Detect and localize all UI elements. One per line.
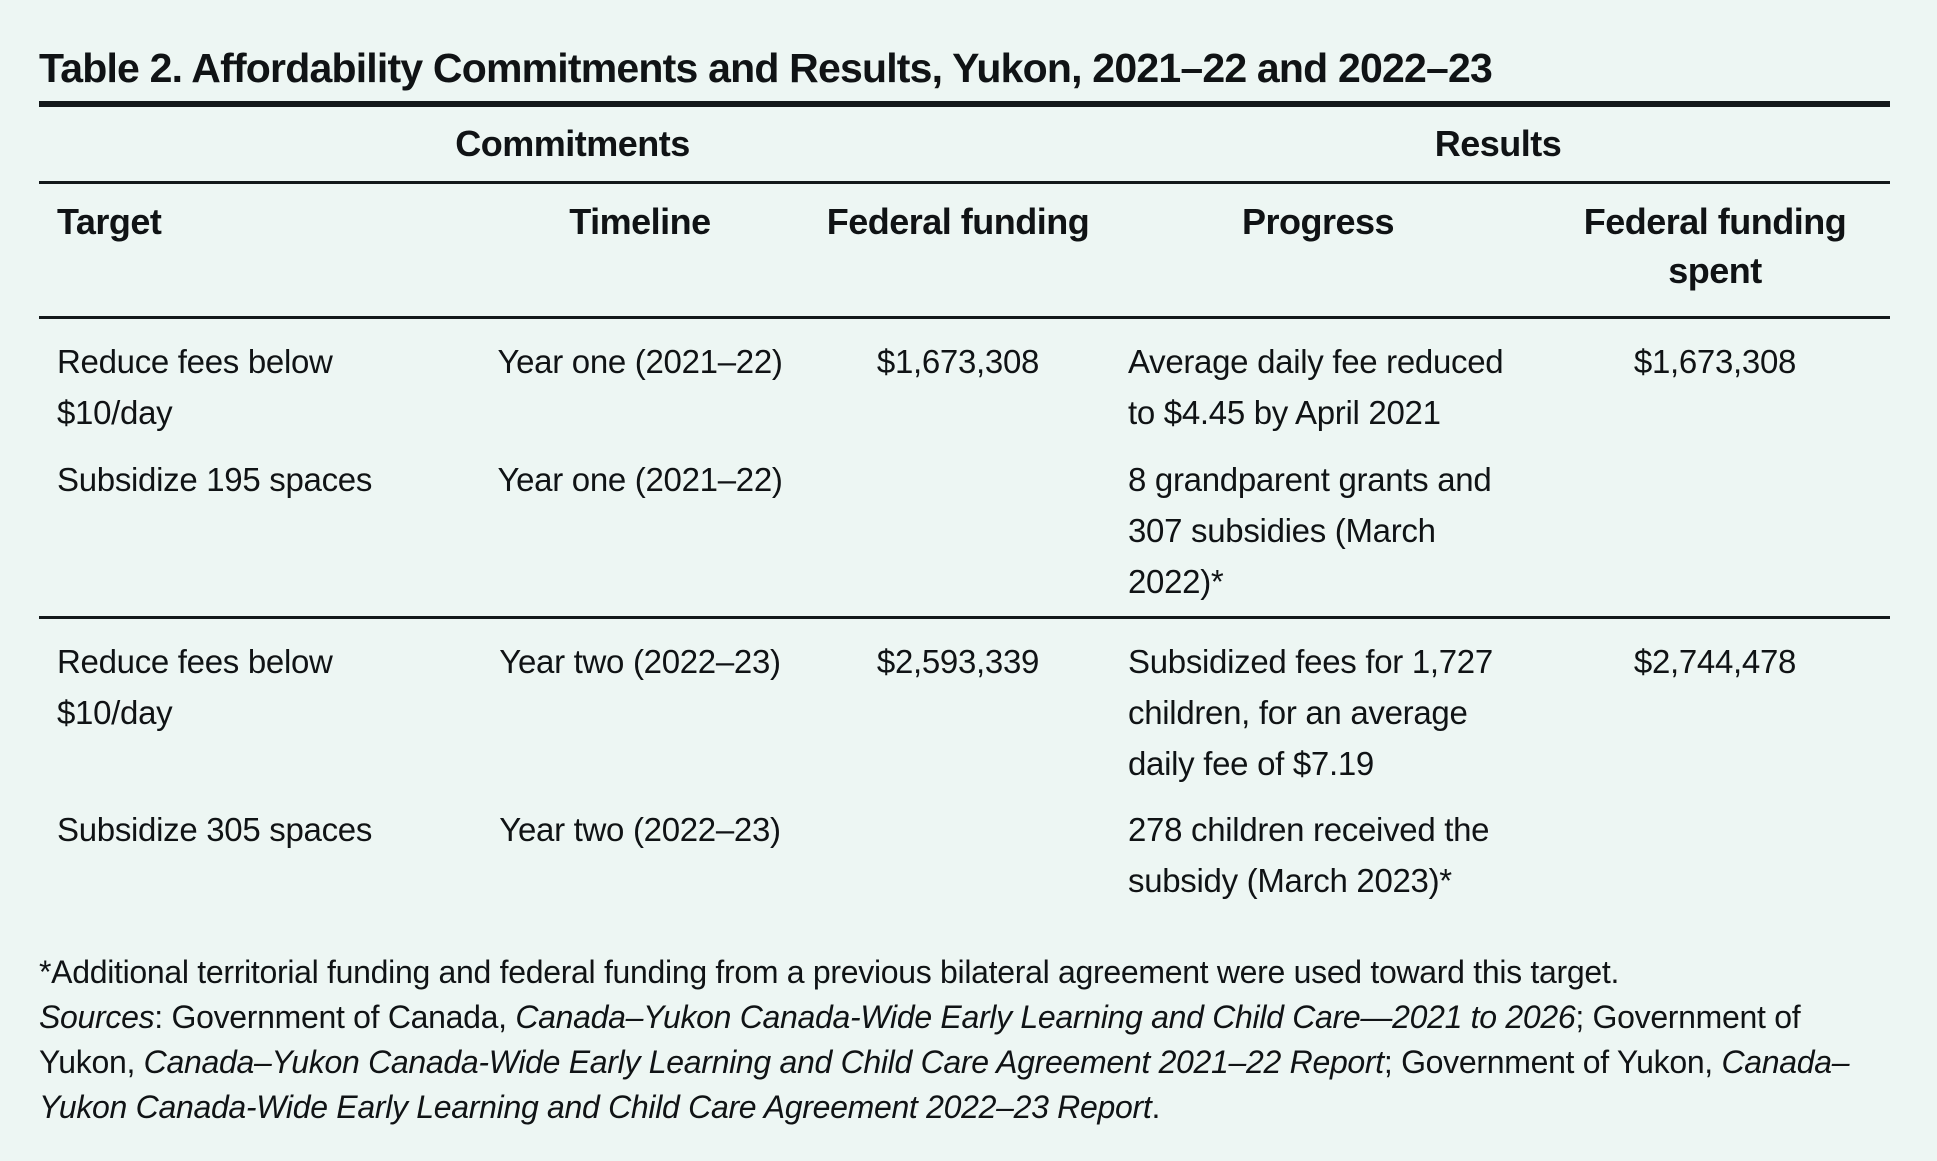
- group-header-rule: [39, 181, 1890, 184]
- table-row: Subsidize 305 spaces Year two (2022–23) …: [0, 804, 1937, 899]
- sources-note: Sources: Government of Canada, Canada–Yu…: [39, 999, 1850, 1125]
- column-header-progress: Progress: [1241, 201, 1395, 242]
- cell-target: Reduce fees below $10/day: [57, 643, 333, 731]
- footnote: *Additional territorial funding and fede…: [39, 954, 1620, 990]
- column-header-timeline: Timeline: [569, 201, 711, 242]
- cell-target: Subsidize 195 spaces: [57, 461, 373, 498]
- cell-timeline: Year two (2022–23): [499, 643, 781, 680]
- table-row: Reduce fees below $10/day Year one (2021…: [0, 336, 1937, 431]
- cell-federal-funding: $2,593,339: [876, 643, 1040, 680]
- cell-federal-funding: $1,673,308: [876, 343, 1040, 380]
- cell-timeline: Year two (2022–23): [499, 811, 781, 848]
- column-header-rule: [39, 316, 1890, 319]
- cell-federal-funding-spent: $1,673,308: [1633, 343, 1797, 380]
- cell-timeline: Year one (2021–22): [497, 461, 783, 498]
- cell-federal-funding-spent: $2,744,478: [1633, 643, 1797, 680]
- table-row: Subsidize 195 spaces Year one (2021–22) …: [0, 454, 1937, 600]
- column-header-target: Target: [57, 201, 162, 242]
- column-header-federal-funding-spent: Federal funding spent: [1583, 201, 1847, 291]
- cell-progress: 8 grandparent grants and 307 subsidies (…: [1128, 461, 1492, 600]
- title-rule: [39, 101, 1890, 107]
- group-header-results: Results: [1434, 123, 1562, 164]
- table-notes: *Additional territorial funding and fede…: [39, 950, 1894, 1130]
- column-header-federal-funding: Federal funding: [826, 201, 1090, 242]
- cell-target: Subsidize 305 spaces: [57, 811, 373, 848]
- group-header-commitments: Commitments: [455, 123, 690, 164]
- cell-progress: Subsidized fees for 1,727 children, for …: [1128, 643, 1493, 782]
- cell-timeline: Year one (2021–22): [497, 343, 783, 380]
- cell-target: Reduce fees below $10/day: [57, 343, 333, 431]
- cell-progress: 278 children received the subsidy (March…: [1128, 811, 1490, 899]
- table-title: Table 2. Affordability Commitments and R…: [39, 45, 1493, 91]
- table-row: Reduce fees below $10/day Year two (2022…: [0, 636, 1937, 782]
- cell-progress: Average daily fee reduced to $4.45 by Ap…: [1128, 343, 1504, 431]
- year-divider-rule: [39, 616, 1890, 619]
